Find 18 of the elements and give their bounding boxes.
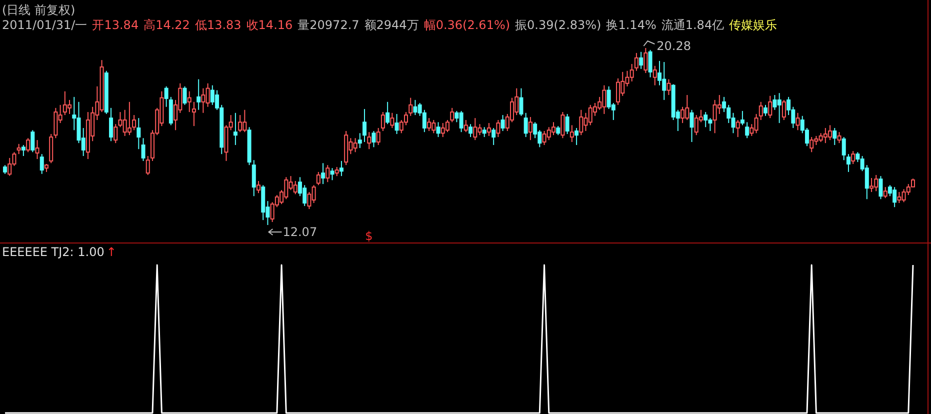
title: EEEEEE TJ2: 1.00 (2, 245, 104, 259)
annotation: 流通1.84亿 (661, 18, 724, 32)
annotation: ↑ (106, 245, 116, 259)
annotation: $ (365, 229, 373, 243)
annotation: 换1.14% (606, 18, 656, 32)
title: (日线 前复权) (2, 3, 76, 17)
annotation: 高14.22 (144, 18, 190, 32)
annotation: 2011/01/31/一 (2, 18, 88, 32)
annotation: 幅0.36(2.61%) (424, 18, 510, 32)
annotation: 20.28 (656, 39, 692, 53)
annotation: 低13.83 (194, 18, 242, 32)
annotation: 额2944万 (364, 18, 419, 32)
annotation: 开13.84 (92, 18, 139, 32)
annotation: 传媒娱乐 (729, 18, 778, 32)
annotation: 12.07 (282, 225, 318, 239)
annotation: 振0.39(2.83%) (515, 18, 602, 32)
annotation: 收14.16 (246, 18, 293, 32)
annotation: 量20972.7 (298, 18, 360, 32)
